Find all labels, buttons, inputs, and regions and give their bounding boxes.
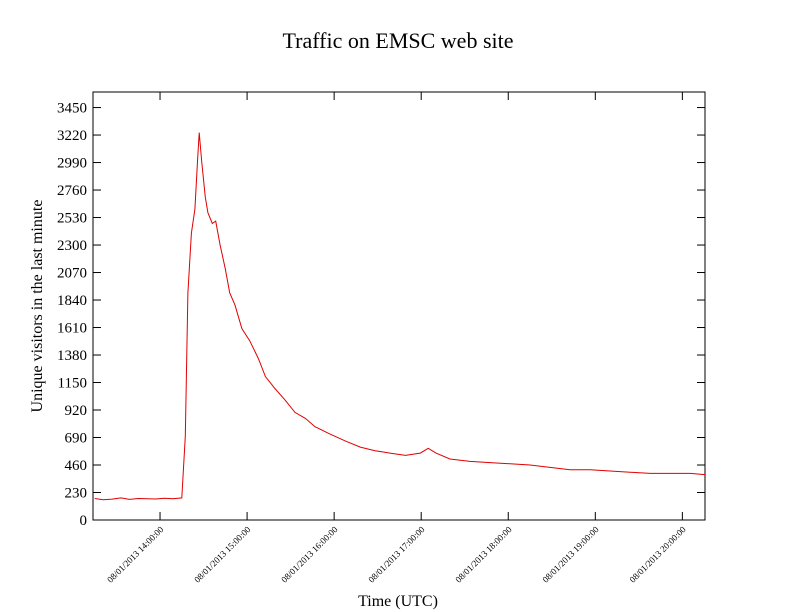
- x-axis-label: Time (UTC): [358, 593, 438, 610]
- y-tick-label: 2990: [57, 156, 87, 172]
- y-tick-label: 3450: [57, 101, 87, 117]
- x-tick-label: 08/01/2013 19:00:00: [540, 524, 601, 585]
- y-tick-label: 2300: [57, 238, 87, 254]
- y-tick-label: 2760: [57, 183, 87, 199]
- x-tick-label: 08/01/2013 17:00:00: [366, 524, 427, 585]
- y-tick-label: 2530: [57, 211, 87, 227]
- x-tick-label: 08/01/2013 18:00:00: [453, 524, 514, 585]
- x-tick-label: 08/01/2013 16:00:00: [279, 524, 340, 585]
- x-tick-label: 08/01/2013 14:00:00: [105, 524, 166, 585]
- x-tick-label: 08/01/2013 20:00:00: [627, 524, 688, 585]
- y-tick-label: 1610: [57, 321, 87, 337]
- y-tick-label: 230: [65, 486, 88, 502]
- y-tick-label: 1380: [57, 348, 87, 364]
- chart-title: Traffic on EMSC web site: [283, 28, 514, 53]
- y-tick-label: 920: [65, 403, 88, 419]
- y-axis-label: Unique visitors in the last minute: [29, 200, 46, 413]
- y-tick-label: 690: [65, 431, 88, 447]
- y-tick-label: 2070: [57, 266, 87, 282]
- y-tick-label: 460: [65, 458, 88, 474]
- y-tick-label: 0: [80, 513, 88, 529]
- plot-frame: [92, 91, 706, 521]
- y-tick-label: 3220: [57, 128, 87, 144]
- data-line: [94, 132, 706, 501]
- y-tick-label: 1150: [58, 376, 87, 392]
- x-tick-label: 08/01/2013 15:00:00: [192, 524, 253, 585]
- y-tick-label: 1840: [57, 293, 87, 309]
